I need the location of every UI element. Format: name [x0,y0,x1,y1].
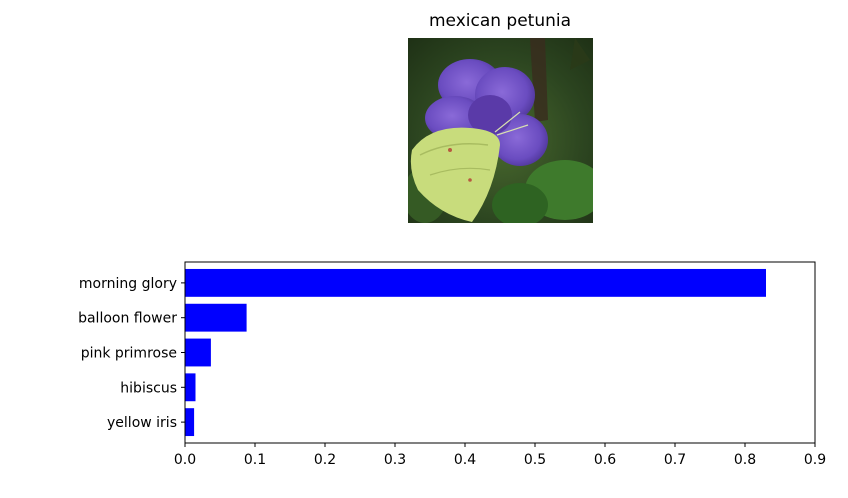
bar-1 [185,303,247,332]
y-axis-ticks: morning glory balloon flower pink primrose… [78,276,185,431]
x-tick-label: 0.6 [594,452,616,468]
x-axis-ticks: 0.0 0.1 0.2 0.3 0.4 0.5 0.6 0.7 0.8 0.9 [174,443,826,468]
bars-group [185,268,766,437]
image-panel: mexican petunia [408,11,593,223]
y-tick-label: hibiscus [120,380,177,396]
x-tick-label: 0.8 [734,452,756,468]
flower-photo [408,38,593,223]
x-tick-label: 0.3 [384,452,406,468]
x-tick-label: 0.7 [664,452,686,468]
bar-chart: morning glory balloon flower pink primrose… [78,261,826,468]
y-tick-label: yellow iris [107,415,177,431]
bar-3 [185,373,196,402]
bar-4 [185,408,195,437]
x-tick-label: 0.2 [314,452,336,468]
x-tick-label: 0.4 [454,452,476,468]
y-tick-label: balloon flower [78,311,177,327]
y-tick-label: pink primrose [81,346,177,362]
x-tick-label: 0.5 [524,452,546,468]
bar-2 [185,338,211,367]
x-tick-label: 0.1 [244,452,266,468]
y-tick-label: morning glory [79,276,177,292]
x-tick-label: 0.9 [804,452,826,468]
bar-0 [185,268,766,297]
x-tick-label: 0.0 [174,452,196,468]
image-title: mexican petunia [429,11,571,31]
